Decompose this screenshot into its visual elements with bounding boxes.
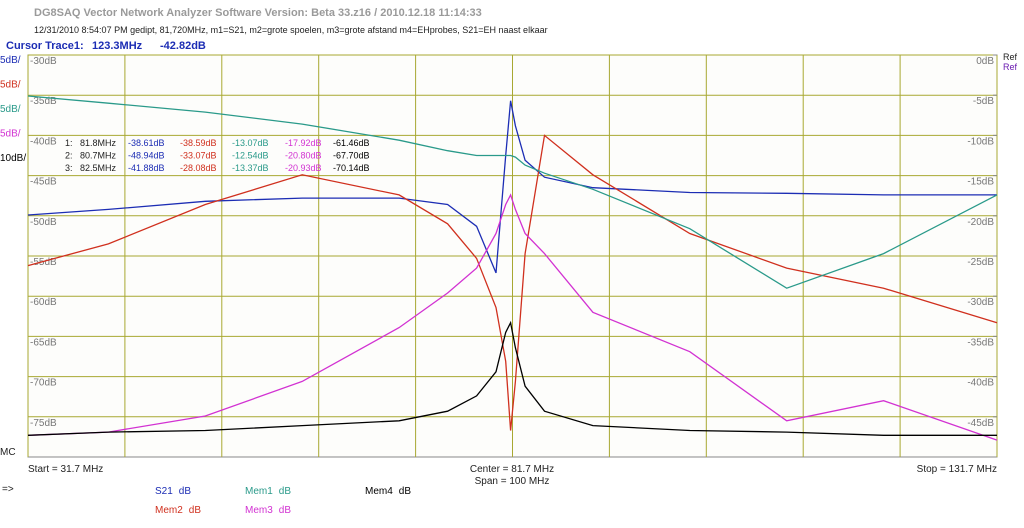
marker-cell: -13.37dB [232, 163, 269, 173]
y2-tick-label: -40dB [967, 378, 994, 389]
marker-cell: -38.61dB [128, 138, 165, 148]
footer-center: Center = 81.7 MHz [470, 464, 554, 475]
y2-tick-label: 0dB [976, 56, 994, 67]
marker-cell: -38.59dB [180, 138, 217, 148]
legend-unit: dB [399, 486, 412, 497]
trace [27, 320, 997, 436]
legend-unit: dB [179, 486, 192, 497]
y-tick-label: -55dB [30, 257, 57, 268]
marker-cell: -13.07dB [232, 138, 269, 148]
y-tick-label: -60dB [30, 297, 57, 308]
marker-cell: 80.7MHz [80, 151, 117, 161]
marker-cell: -41.88dB [128, 163, 165, 173]
y2-tick-label: -30dB [967, 297, 994, 308]
legend-name: Mem1 [245, 486, 273, 497]
marker-cell: 3: [65, 163, 73, 173]
marker-cell: 2: [65, 151, 73, 161]
legend-name: Mem2 [155, 505, 183, 516]
y-tick-label: -70dB [30, 378, 57, 389]
y-tick-label: -50dB [30, 217, 57, 228]
trace [27, 95, 998, 289]
legend-unit: dB [279, 486, 292, 497]
y-tick-label: -40dB [30, 136, 57, 147]
y2-tick-label: -45dB [967, 418, 994, 429]
marker-cell: -17.92dB [285, 138, 322, 148]
marker-cell: 1: [65, 138, 73, 148]
y-tick-label: -30dB [30, 56, 57, 67]
y2-tick-label: -25dB [967, 257, 994, 268]
marker-cell: 81.8MHz [80, 138, 117, 148]
legend-name: S21 [155, 486, 173, 497]
legend-item: Mem4 dB [365, 486, 411, 497]
marker-cell: -20.80dB [285, 151, 322, 161]
marker-cell: -61.46dB [333, 138, 370, 148]
marker-cell: -67.70dB [333, 151, 370, 161]
ref-label: Ref [1003, 62, 1018, 72]
scale-label: 10dB/ [0, 153, 26, 164]
y2-tick-label: -35dB [967, 337, 994, 348]
arrow-label: => [2, 484, 14, 495]
marker-cell: -20.93dB [285, 163, 322, 173]
trace [27, 100, 997, 274]
footer-span: Span = 100 MHz [475, 476, 550, 487]
cursor-value: -42.82dB [160, 40, 206, 52]
legend-unit: dB [279, 505, 292, 516]
scale-label: 5dB/ [0, 80, 21, 91]
marker-cell: -48.94dB [128, 151, 165, 161]
scale-label: 5dB/ [0, 104, 21, 115]
marker-cell: -33.07dB [180, 151, 217, 161]
y-tick-label: -65dB [30, 337, 57, 348]
legend-item: Mem2 dB [155, 505, 201, 516]
scale-label: 5dB/ [0, 129, 21, 140]
y2-tick-label: -5dB [973, 96, 994, 107]
legend-unit: dB [189, 505, 202, 516]
y2-tick-label: -20dB [967, 217, 994, 228]
marker-cell: -70.14dB [333, 163, 370, 173]
y-tick-label: -75dB [30, 418, 57, 429]
legend-item: S21 dB [155, 486, 191, 497]
marker-cell: -12.54dB [232, 151, 269, 161]
footer-start: Start = 31.7 MHz [28, 464, 103, 475]
legend-name: Mem3 [245, 505, 273, 516]
legend-item: Mem3 dB [245, 505, 291, 516]
legend-item: Mem1 dB [245, 486, 291, 497]
info-line: 12/31/2010 8:54:07 PM gedipt, 81,720MHz,… [34, 25, 548, 35]
trace [27, 193, 998, 441]
y-tick-label: -45dB [30, 177, 57, 188]
y2-tick-label: -15dB [967, 177, 994, 188]
scale-label: 5dB/ [0, 55, 21, 66]
ref-label: Ref [1003, 52, 1018, 62]
legend-name: Mem4 [365, 486, 393, 497]
mc-label: MC [0, 447, 16, 458]
y-tick-label: -35dB [30, 96, 57, 107]
marker-cell: 82.5MHz [80, 163, 117, 173]
window-title: DG8SAQ Vector Network Analyzer Software … [34, 7, 482, 19]
cursor-freq: 123.3MHz [92, 40, 143, 52]
y2-tick-label: -10dB [967, 136, 994, 147]
cursor-label: Cursor Trace1: [6, 40, 84, 52]
footer-stop: Stop = 131.7 MHz [917, 464, 997, 475]
marker-cell: -28.08dB [180, 163, 217, 173]
